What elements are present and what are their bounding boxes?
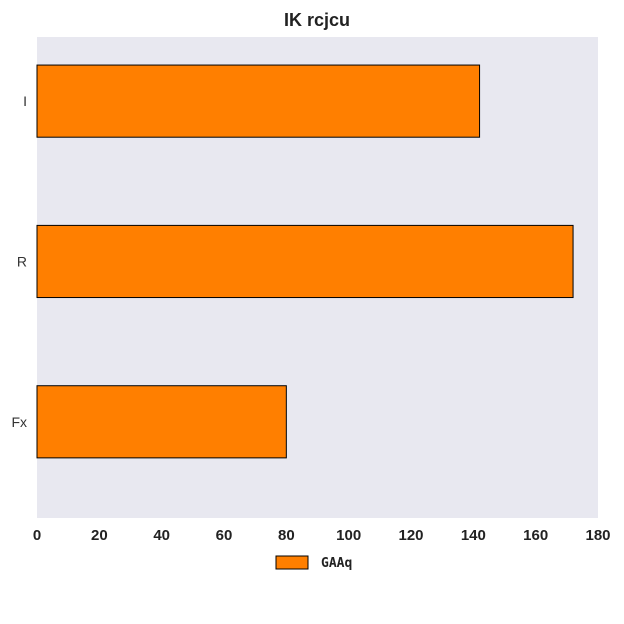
x-tick-label: 120 [398,527,423,544]
legend-swatch [275,555,309,570]
y-tick-label: Fx [11,414,27,430]
x-tick-label: 40 [153,527,170,544]
x-tick-label: 20 [91,527,108,544]
legend-label: GAAq [321,556,352,571]
chart-title: IK rcjcu [284,10,350,30]
legend: GAAq [275,555,352,571]
x-tick-label: 80 [278,527,295,544]
bars [36,64,574,459]
x-tick-label: 0 [33,527,41,544]
x-tick-label: 100 [336,527,361,544]
bar-Fx [36,385,287,459]
y-tick-label: R [17,253,27,269]
y-tick-label: I [23,93,27,109]
x-axis-ticks: 0 20 40 60 80 100 120 140 160 180 [33,527,611,544]
bar-R [36,224,574,299]
bar-I [36,64,481,138]
x-tick-label: 60 [216,527,233,544]
y-axis-ticks: I R Fx [11,93,27,430]
x-tick-label: 180 [585,527,610,544]
x-tick-label: 140 [461,527,486,544]
x-tick-label: 160 [523,527,548,544]
